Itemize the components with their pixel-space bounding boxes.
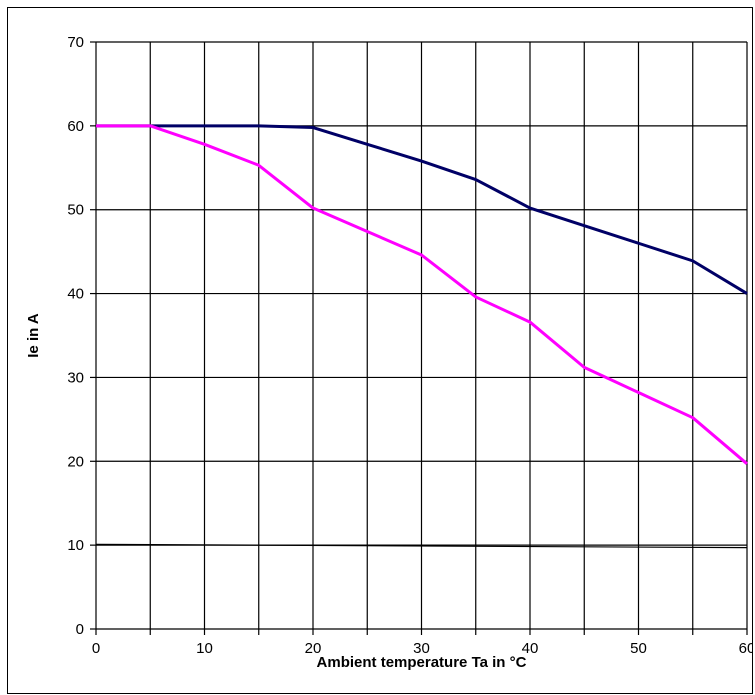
- y-tick-label: 20: [67, 453, 84, 470]
- x-tick-label: 0: [92, 640, 100, 657]
- y-tick-label: 70: [67, 34, 84, 51]
- x-axis-title: Ambient temperature Ta in °C: [317, 654, 527, 671]
- series-line-magenta: [96, 124, 748, 465]
- line-chart: 0 10 20 30 40 50 60 70 0 10 20 30 40 50 60 Ambient temp…: [25, 34, 753, 671]
- reference-line: [95, 543, 748, 549]
- chart-frame: 0 10 20 30 40 50 60 70 0 10 20 30 40 50 60 Ambient temp…: [7, 7, 753, 694]
- y-tick-label: 30: [67, 369, 84, 386]
- y-tick-label: 0: [76, 621, 84, 638]
- y-tick-label: 10: [67, 537, 84, 554]
- x-tick-label: 40: [522, 640, 539, 657]
- x-tick-label: 50: [630, 640, 647, 657]
- x-tick-label: 20: [305, 640, 322, 657]
- x-tick-label: 10: [196, 640, 213, 657]
- x-tick-label: 60: [739, 640, 753, 657]
- y-tick-label: 60: [67, 118, 84, 135]
- y-axis-title: Ie in A: [25, 313, 42, 358]
- y-tick-label: 50: [67, 202, 84, 219]
- series-line-navy: [96, 124, 748, 295]
- x-tick-label: 30: [413, 640, 430, 657]
- y-tick-label: 40: [67, 286, 84, 303]
